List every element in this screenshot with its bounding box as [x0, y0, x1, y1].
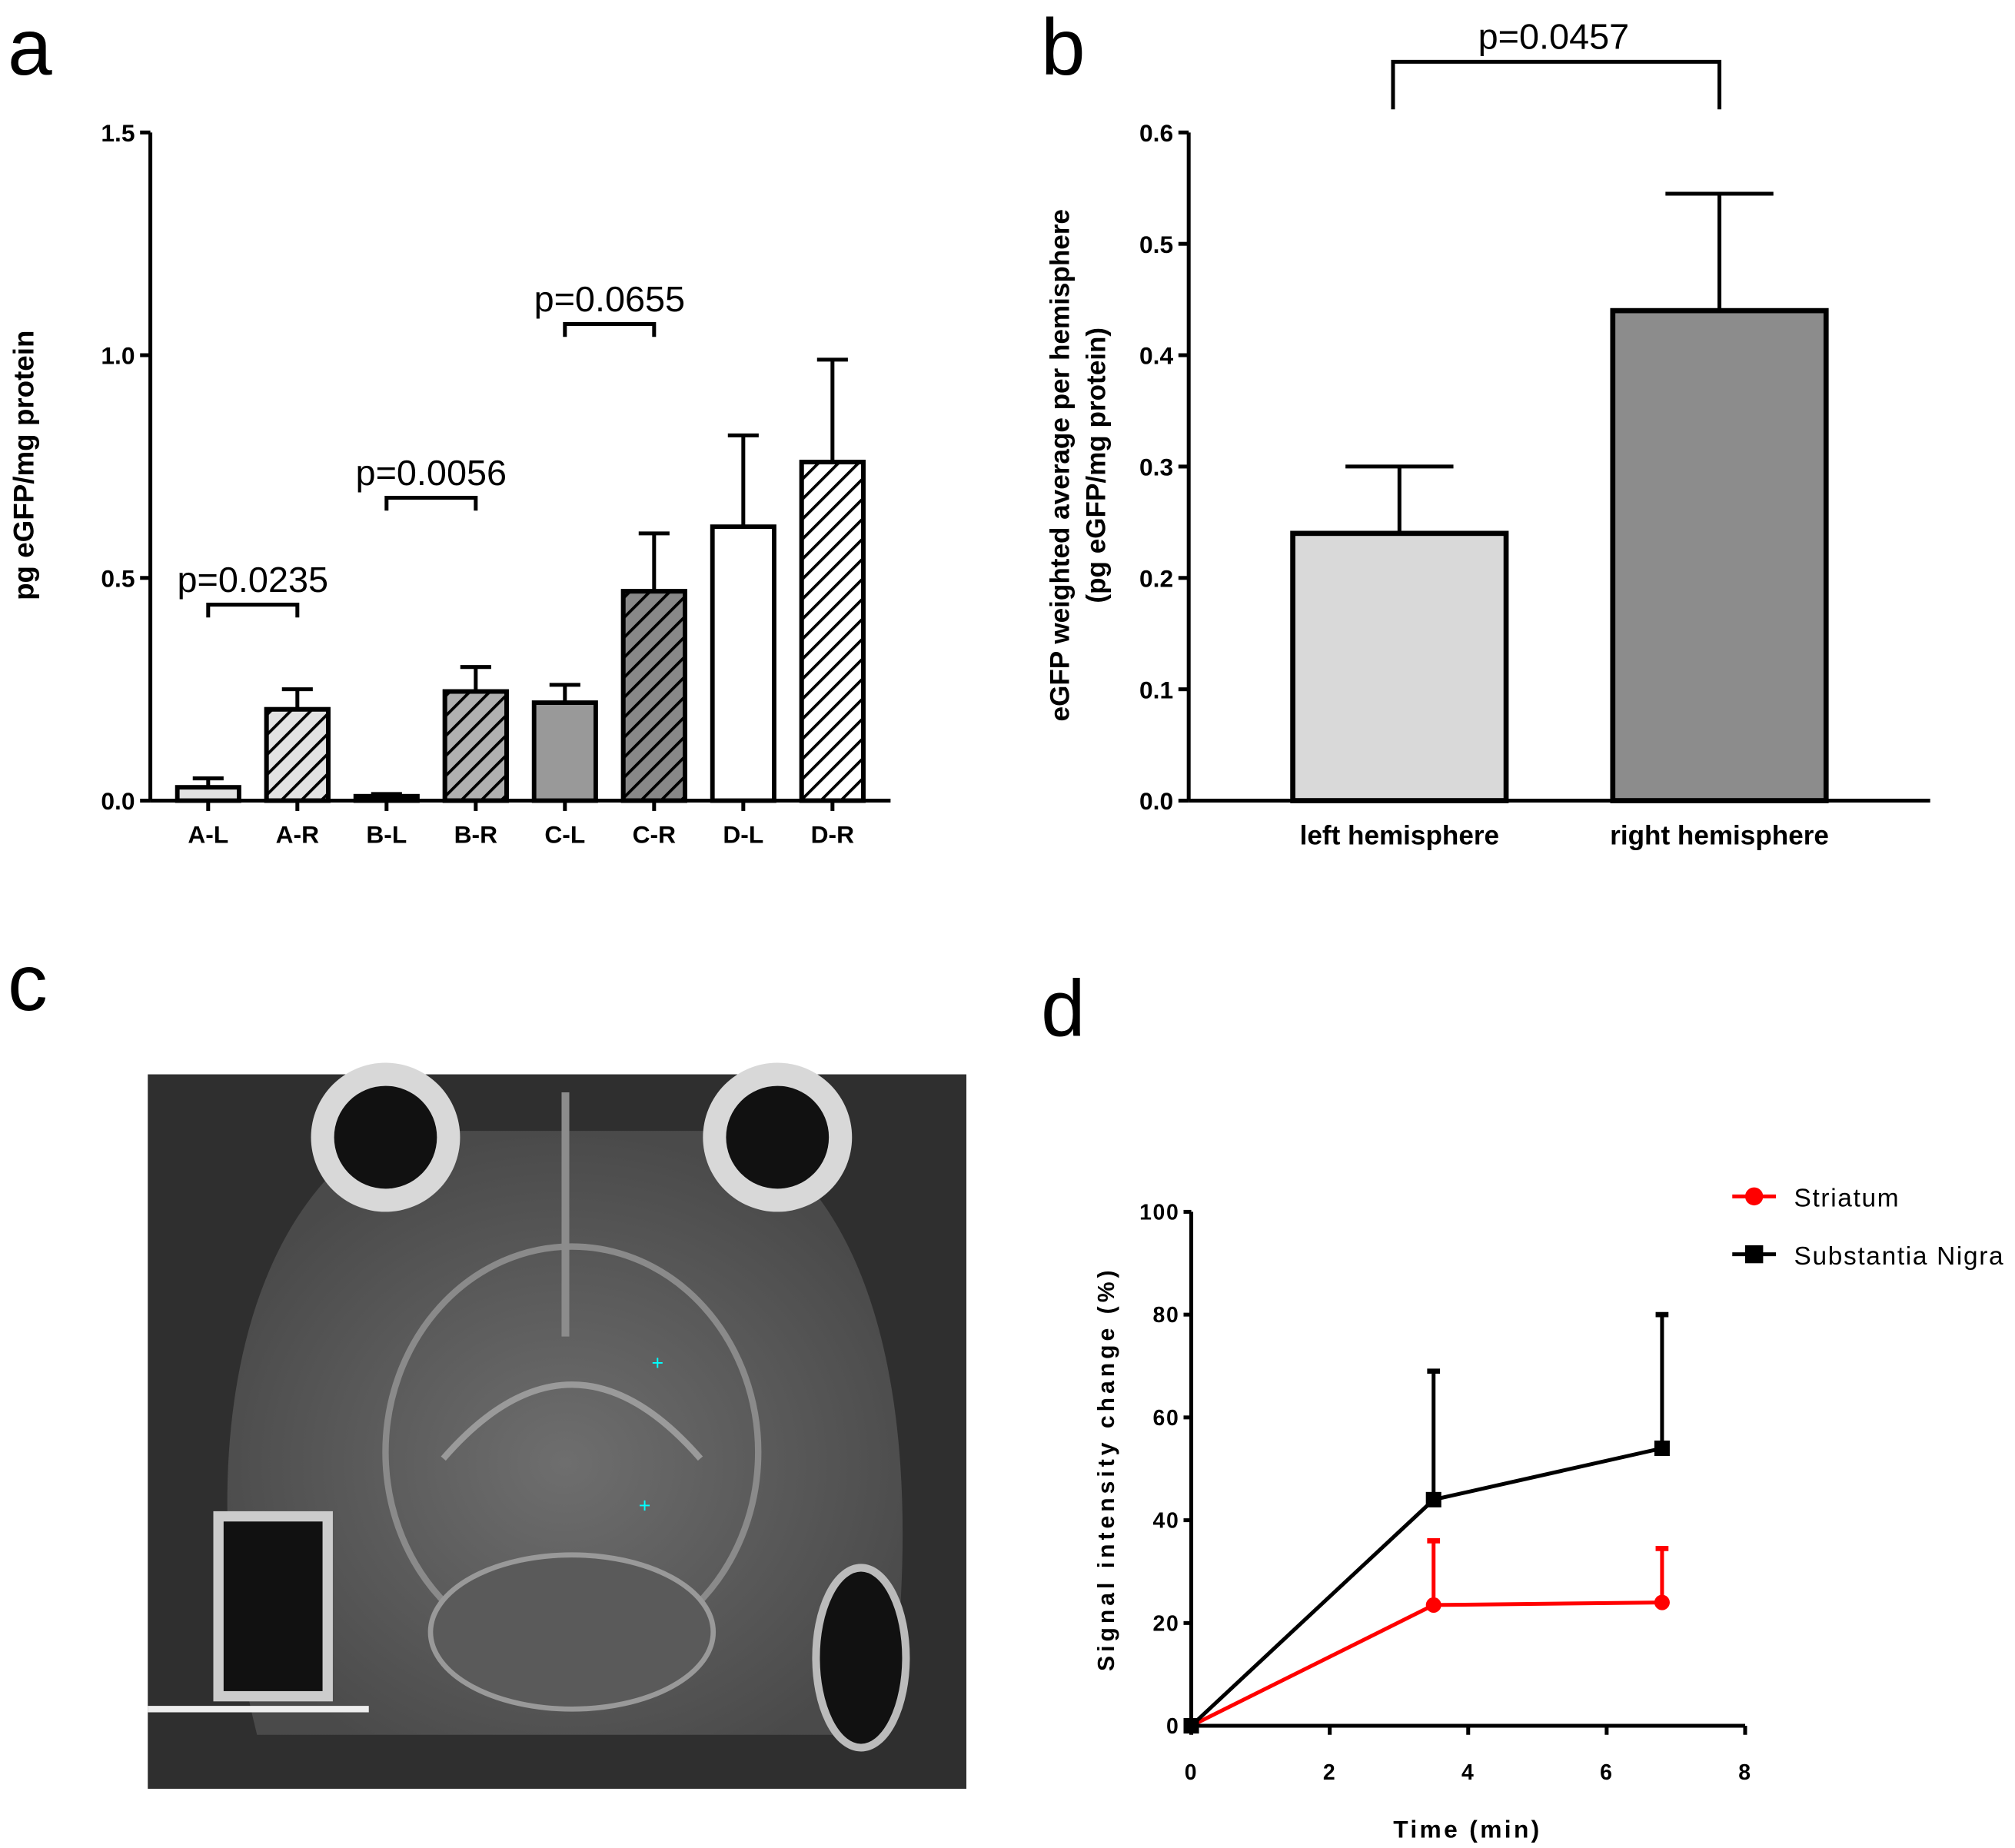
bar-C-L — [531, 700, 598, 803]
chart-b-ylabel: eGFP weighted average per hemisphere — [1046, 209, 1076, 721]
p-value-label: p=0.0655 — [534, 279, 686, 319]
svg-text:+: + — [639, 1494, 651, 1517]
chart-a: pg eGFP/mg protein 0.0 0.5 1.0 1.5 A-L A-R B-L… — [8, 119, 891, 849]
x-tick-label: A-R — [276, 821, 320, 849]
x-tick-label: A-L — [188, 821, 228, 849]
p-value-label: p=0.0457 — [1478, 17, 1630, 57]
legend-marker — [1744, 1245, 1764, 1264]
x-tick-label: left hemisphere — [1300, 820, 1499, 850]
significance-bracket — [563, 321, 657, 337]
x-tick-label: right hemisphere — [1610, 820, 1829, 850]
chart-d: Signal intensity change (%) Time (min) 0… — [1094, 1185, 2004, 1843]
y-tick-label: 20 — [1153, 1611, 1180, 1636]
data-point-striatum — [1425, 1597, 1441, 1613]
y-tick-label: 0.2 — [1139, 564, 1173, 592]
bar-hatch — [264, 706, 331, 803]
y-tick-label: 100 — [1139, 1200, 1179, 1225]
x-tick-label: 6 — [1600, 1760, 1613, 1785]
y-tick-label: 1.5 — [101, 119, 135, 147]
significance-bracket — [206, 603, 300, 618]
y-tick-label: 0.1 — [1139, 676, 1173, 703]
p-value-label: p=0.0056 — [356, 453, 507, 493]
y-tick-label: 0.3 — [1139, 454, 1173, 481]
x-tick-label: B-R — [454, 821, 498, 849]
y-tick-label: 0.4 — [1139, 342, 1173, 370]
svg-text:+: + — [651, 1351, 663, 1374]
x-tick-label: B-L — [366, 821, 407, 849]
y-tick-label: 1.0 — [101, 342, 135, 370]
x-tick-label: D-L — [723, 821, 763, 849]
mri-image: + + — [148, 1062, 967, 1789]
x-tick-label: D-R — [811, 821, 855, 849]
y-tick-label: 0 — [1166, 1714, 1179, 1739]
x-tick-label: 0 — [1185, 1760, 1198, 1785]
bar-hatch — [442, 689, 509, 803]
y-tick-label: 80 — [1153, 1303, 1180, 1328]
bar-B-L — [353, 793, 420, 803]
chart-a-ylabel: pg eGFP/mg protein — [8, 331, 39, 600]
chart-d-ylabel: Signal intensity change (%) — [1094, 1266, 1119, 1670]
legend-label: Striatum — [1794, 1185, 1900, 1213]
panel-label-a: a — [8, 2, 52, 91]
bar-right-hemisphere — [1610, 307, 1829, 803]
x-tick-label: C-R — [633, 821, 677, 849]
panel-label-b: b — [1041, 2, 1086, 91]
y-tick-label: 60 — [1153, 1406, 1180, 1431]
bar-left-hemisphere — [1290, 530, 1509, 803]
y-tick-label: 0.0 — [101, 787, 135, 815]
panel-label-c: c — [8, 938, 48, 1027]
x-tick-label: 2 — [1323, 1760, 1336, 1785]
x-tick-label: 8 — [1738, 1760, 1751, 1785]
series-line-substantia-nigra — [1189, 1446, 1663, 1727]
x-tick-label: C-L — [544, 821, 585, 849]
legend-label: Substantia Nigra — [1794, 1242, 2004, 1271]
y-tick-label: 0.5 — [1139, 231, 1173, 258]
chart-d-xlabel: Time (min) — [1393, 1815, 1541, 1843]
chart-b: eGFP weighted average per hemisphere (pg… — [1046, 17, 1930, 850]
bar-hatch — [799, 460, 866, 803]
y-tick-label: 40 — [1153, 1509, 1180, 1534]
bar-hatch — [620, 589, 687, 803]
bar-D-L — [710, 524, 776, 803]
y-tick-label: 0.0 — [1139, 787, 1173, 815]
legend-marker — [1744, 1187, 1764, 1206]
x-tick-label: 4 — [1461, 1760, 1475, 1785]
significance-bracket — [1391, 59, 1722, 110]
data-point-substantia-nigra — [1654, 1440, 1670, 1457]
data-point-substantia-nigra — [1183, 1718, 1199, 1734]
data-point-substantia-nigra — [1425, 1491, 1441, 1507]
p-value-label: p=0.0235 — [178, 560, 329, 600]
series-line-striatum — [1190, 1600, 1662, 1728]
y-tick-label: 0.5 — [101, 564, 135, 592]
significance-bracket — [384, 495, 478, 511]
chart-b-ylabel-2: (pg eGFP/mg protein) — [1082, 327, 1112, 603]
data-point-striatum — [1654, 1594, 1670, 1610]
bar-A-L — [175, 785, 241, 803]
y-tick-label: 0.6 — [1139, 119, 1173, 147]
panel-label-d: d — [1041, 963, 1086, 1052]
